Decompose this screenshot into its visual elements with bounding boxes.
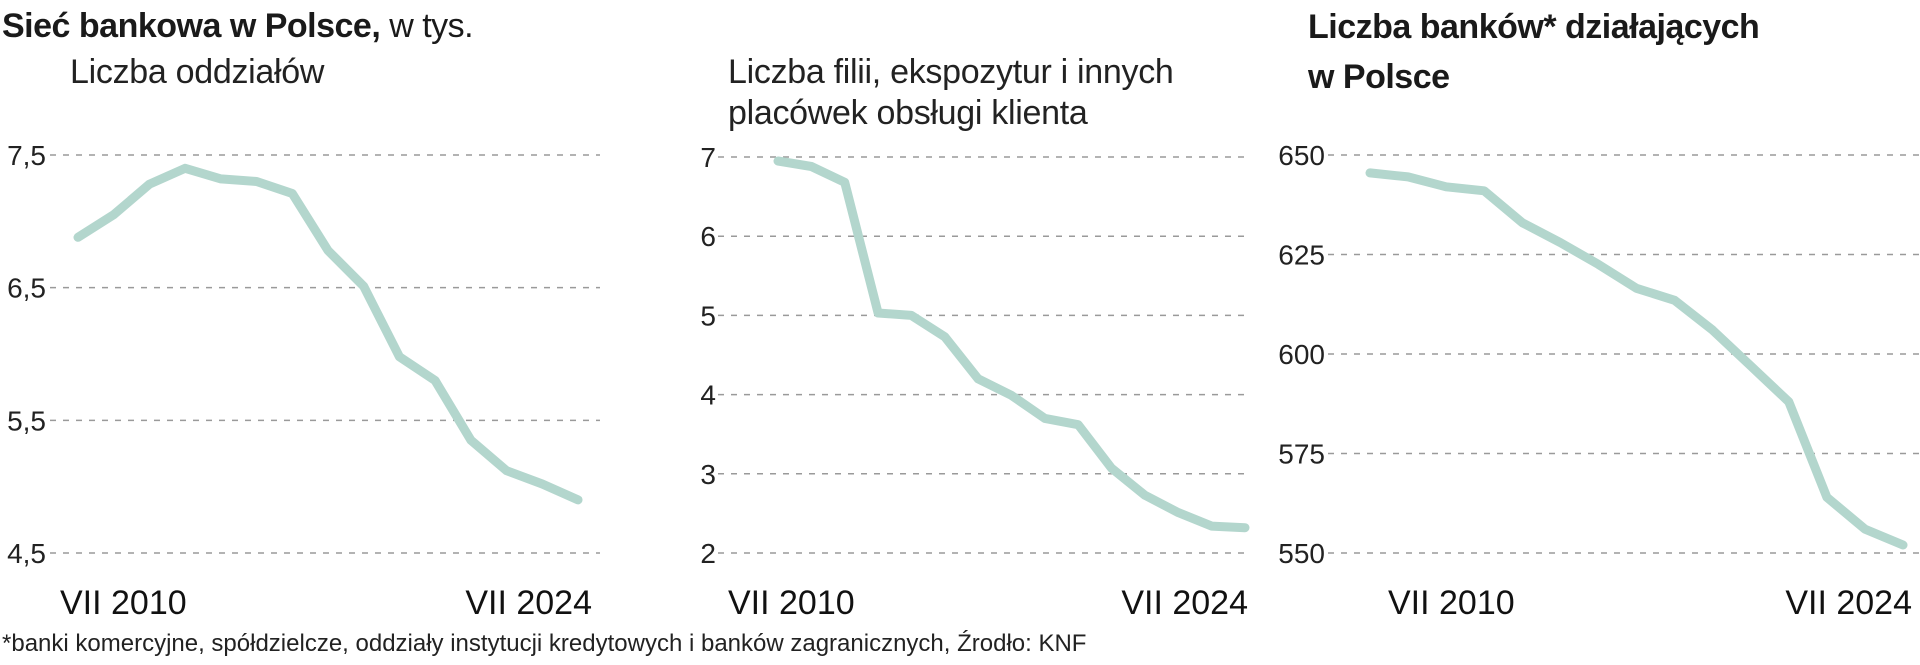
- chart3-xtick-label-start: VII 2010: [1388, 584, 1515, 622]
- chart1-ytick-label: 7,5: [7, 140, 46, 171]
- chart2-subtitle-line-1: Liczba filii, ekspozytur i innych: [728, 53, 1174, 91]
- chart3-series-line: [1365, 168, 1908, 550]
- chart3-ytick-label: 650: [1278, 140, 1325, 171]
- main-title: Sieć bankowa w Polsce, w tys.: [2, 6, 474, 47]
- chart2-ytick-label: 7: [700, 142, 716, 173]
- chart2-xtick-label-end: VII 2024: [1121, 584, 1248, 622]
- chart1-ytick-label: 5,5: [7, 405, 46, 436]
- charts-canvas: 7,5 6,5 5,5 4,5 VII 2010 VII 2024 7 6 5 4 3 2 VII 20…: [7, 140, 1920, 622]
- chart1-xtick-label-start: VII 2010: [60, 584, 187, 622]
- footnote: *banki komercyjne, spółdzielcze, oddział…: [2, 630, 1087, 657]
- chart1-subtitle: Liczba oddziałów: [70, 52, 324, 93]
- chart1-xtick-label-end: VII 2024: [465, 584, 592, 622]
- chart1-series-line: [73, 163, 583, 505]
- chart3-xtick-label-end: VII 2024: [1785, 584, 1912, 622]
- bank-count-title: Liczba banków* działających w Polsce: [1308, 2, 1760, 102]
- chart2-ytick-label: 2: [700, 538, 716, 569]
- chart2-ytick-label: 3: [700, 459, 716, 490]
- chart2-ytick-label: 4: [700, 380, 716, 411]
- bank-count-title-line-1: Liczba banków* działających: [1308, 8, 1760, 46]
- chart2-xtick-label-start: VII 2010: [728, 584, 855, 622]
- chart2-subtitle-line-2: placówek obsługi klienta: [728, 93, 1088, 132]
- main-title-bold: Sieć bankowa w Polsce,: [2, 7, 381, 45]
- bank-count-title-line-2: w Polsce: [1308, 58, 1450, 96]
- chart3-ytick-label: 600: [1278, 339, 1325, 370]
- chart3-ytick-label: 575: [1278, 439, 1325, 470]
- chart2-ytick-label: 6: [700, 221, 716, 252]
- chart1-ytick-label: 6,5: [7, 273, 46, 304]
- main-title-unit: w tys.: [380, 7, 474, 45]
- chart1-ytick-label: 4,5: [7, 538, 46, 569]
- chart3-ytick-label: 625: [1278, 240, 1325, 271]
- chart2-ytick-label: 5: [700, 300, 716, 331]
- chart2-series-line: [773, 156, 1250, 533]
- chart2-subtitle: Liczba filii, ekspozytur i innych placów…: [728, 52, 1174, 134]
- chart3-ytick-label: 550: [1278, 538, 1325, 569]
- chart1-subtitle-line: Liczba oddziałów: [70, 53, 325, 91]
